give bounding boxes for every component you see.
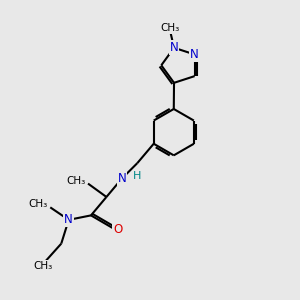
Text: O: O — [113, 223, 122, 236]
Text: H: H — [133, 171, 141, 181]
Text: CH₃: CH₃ — [66, 176, 85, 186]
Text: CH₃: CH₃ — [160, 23, 180, 33]
Text: CH₃: CH₃ — [28, 200, 48, 209]
Text: N: N — [64, 213, 73, 226]
Text: N: N — [170, 41, 178, 54]
Text: CH₃: CH₃ — [34, 261, 53, 271]
Text: N: N — [190, 48, 199, 61]
Text: N: N — [118, 172, 126, 185]
